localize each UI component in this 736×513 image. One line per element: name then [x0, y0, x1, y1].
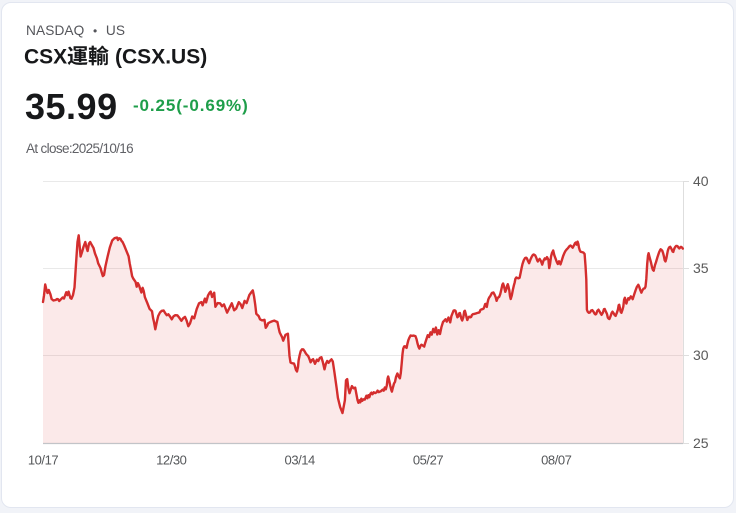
svg-text:40: 40	[693, 173, 709, 189]
svg-text:12/30: 12/30	[156, 453, 187, 468]
svg-text:05/27: 05/27	[413, 453, 444, 468]
svg-text:08/07: 08/07	[541, 453, 572, 468]
svg-text:25: 25	[693, 435, 709, 451]
svg-text:03/14: 03/14	[285, 453, 316, 468]
svg-text:35: 35	[693, 260, 709, 276]
svg-text:30: 30	[693, 347, 709, 363]
svg-text:10/17: 10/17	[28, 453, 59, 468]
